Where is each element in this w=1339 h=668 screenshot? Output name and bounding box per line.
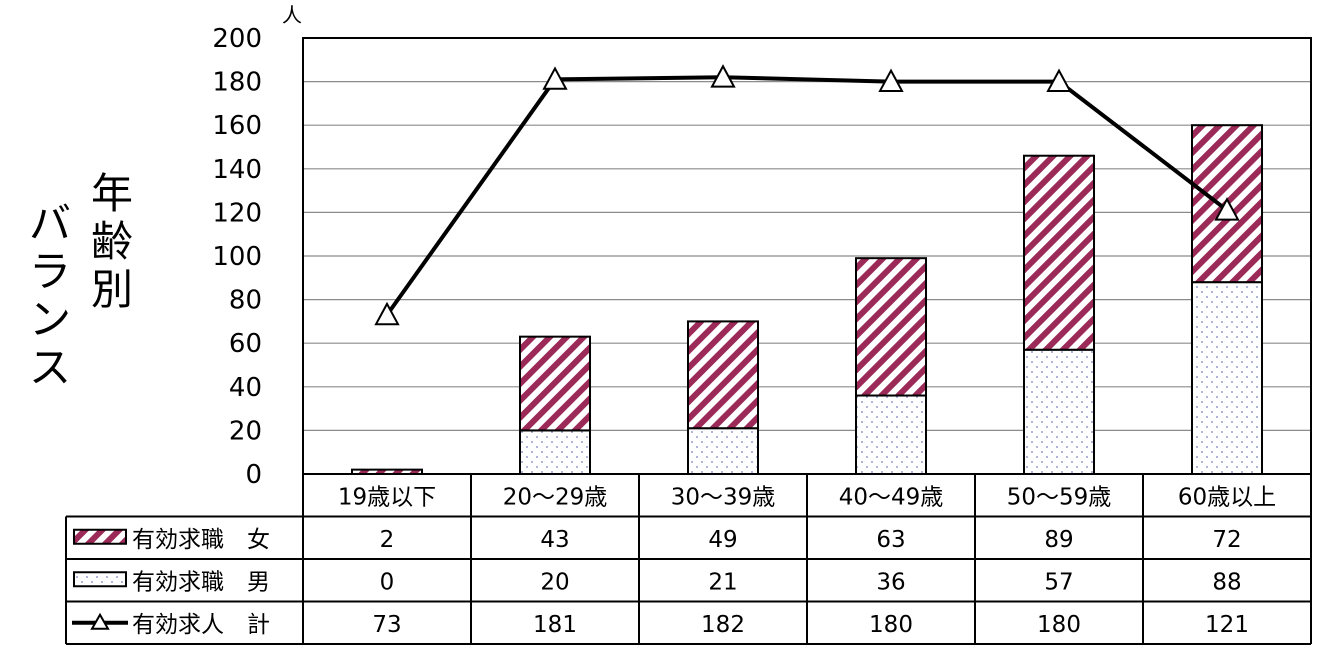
bar-male [519, 429, 591, 475]
line-marker [878, 68, 904, 92]
table-cell-value: 36 [876, 569, 905, 595]
y-tick-label: 140 [212, 155, 262, 185]
bar-female [687, 320, 759, 430]
bar-male [687, 427, 759, 475]
chart-title-line-2: バランス [26, 200, 74, 392]
y-tick-label: 160 [212, 111, 262, 141]
table-cell-value: 49 [708, 527, 737, 553]
table-cell-value: 63 [876, 527, 905, 553]
bar-male [1191, 281, 1263, 475]
bar-male [1023, 348, 1095, 475]
table-cell-value: 43 [540, 527, 569, 553]
table-cell-value: 181 [533, 612, 577, 638]
table-cell-value: 89 [1044, 527, 1073, 553]
x-category-label: 40～49歳 [839, 484, 944, 510]
legend-key-bar [73, 528, 127, 545]
table-row-label: 有効求人 計 [132, 612, 270, 638]
x-category-label: 19歳以下 [338, 484, 436, 510]
line-series [385, 75, 1229, 317]
bar-female [855, 257, 927, 397]
title-line-1-char: 年 [90, 169, 133, 218]
table-row-label: 有効求職 女 [132, 527, 270, 553]
table-cell-value: 57 [1044, 569, 1073, 595]
bar-female [1023, 154, 1095, 351]
y-tick-label: 180 [212, 68, 262, 98]
bar-female [1191, 124, 1263, 284]
y-tick-label: 40 [229, 373, 262, 403]
y-tick-label: 0 [245, 460, 262, 490]
line-marker [710, 64, 736, 88]
title-line-1-char: 齢 [90, 217, 133, 266]
line-marker [542, 66, 568, 90]
chart-title-line-1: 年齢別 [88, 170, 136, 314]
table-cell-value: 2 [380, 527, 395, 553]
table-cell-value: 88 [1212, 569, 1241, 595]
y-tick-label: 120 [212, 198, 262, 228]
table-cell-value: 0 [380, 569, 395, 595]
title-line-2-char: ン [28, 295, 71, 344]
bar-male [855, 394, 927, 475]
line-marker [1214, 197, 1240, 221]
x-category-label: 50～59歳 [1007, 484, 1112, 510]
y-tick-label: 20 [229, 416, 262, 446]
y-unit-label: 人 [282, 3, 302, 27]
legend-key-marker [90, 612, 110, 630]
x-category-label: 20～29歳 [503, 484, 608, 510]
title-line-2-char: ラ [28, 247, 71, 296]
table-cell-value: 182 [701, 612, 745, 638]
table-cell-value: 21 [708, 569, 737, 595]
y-tick-label: 200 [212, 24, 262, 54]
table-cell-value: 180 [869, 612, 913, 638]
x-category-label: 30～39歳 [671, 484, 776, 510]
line-marker [1046, 68, 1072, 92]
table-cell-value: 180 [1037, 612, 1081, 638]
y-tick-label: 80 [229, 286, 262, 316]
table-cell-value: 72 [1212, 527, 1241, 553]
y-tick-label: 60 [229, 329, 262, 359]
y-tick-label: 100 [212, 242, 262, 272]
title-line-2-char: バ [28, 199, 71, 248]
bar-female [519, 335, 591, 432]
title-line-1-char: 別 [90, 265, 133, 314]
table-cell-value: 20 [540, 569, 569, 595]
title-line-2-char: ス [28, 343, 71, 392]
line-marker [374, 301, 400, 326]
table-row-label: 有効求職 男 [132, 569, 270, 595]
table-cell-value: 73 [372, 612, 401, 638]
table-cell-value: 121 [1205, 612, 1249, 638]
legend-key-bar [73, 571, 127, 588]
x-category-label: 60歳以上 [1178, 484, 1276, 510]
